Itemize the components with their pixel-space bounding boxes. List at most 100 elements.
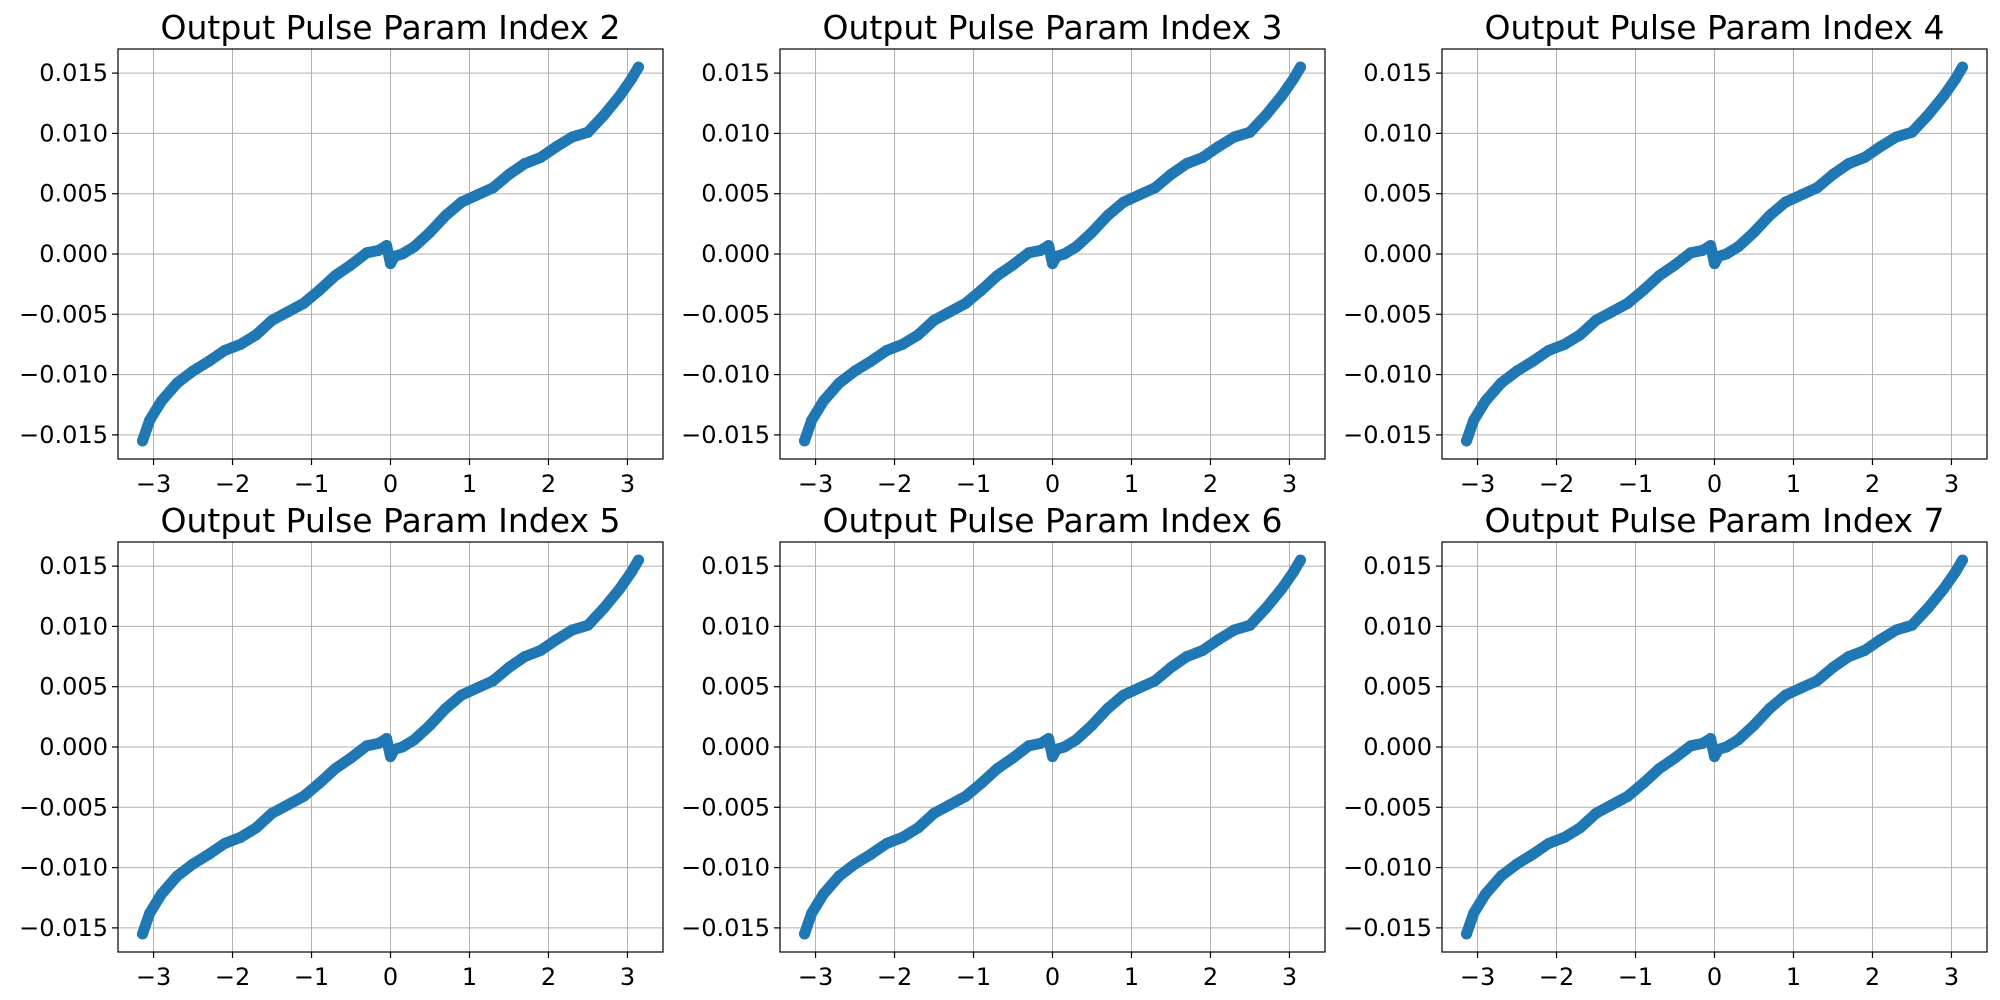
y-tick-label: 0.010 bbox=[701, 119, 770, 147]
data-point bbox=[1922, 109, 1934, 121]
y-tick-label: 0.000 bbox=[701, 240, 770, 268]
data-point bbox=[1859, 645, 1871, 657]
x-tick-label: 1 bbox=[462, 963, 477, 991]
x-tick-label: −1 bbox=[294, 963, 329, 991]
data-point bbox=[1720, 741, 1732, 753]
x-tick-label: 1 bbox=[1124, 963, 1139, 991]
y-tick-label: 0.000 bbox=[701, 733, 770, 761]
data-point bbox=[960, 790, 972, 802]
x-tick-label: 2 bbox=[1865, 470, 1880, 498]
data-point bbox=[1574, 822, 1586, 834]
data-point bbox=[865, 848, 877, 860]
data-point bbox=[944, 799, 956, 811]
y-tick-label: −0.015 bbox=[19, 421, 108, 449]
data-point bbox=[1468, 907, 1480, 919]
data-point bbox=[471, 682, 483, 694]
data-point bbox=[1906, 126, 1918, 138]
data-point bbox=[250, 329, 262, 341]
x-tick-label: −2 bbox=[1539, 963, 1574, 991]
x-tick-label: 0 bbox=[1045, 963, 1060, 991]
data-point bbox=[1118, 196, 1130, 208]
x-tick-label: −3 bbox=[1460, 963, 1495, 991]
y-tick-label: 0.015 bbox=[1363, 552, 1432, 580]
x-tick-label: 2 bbox=[1865, 963, 1880, 991]
subplot-title: Output Pulse Param Index 6 bbox=[823, 501, 1283, 540]
x-tick-label: 3 bbox=[1282, 963, 1297, 991]
x-tick-label: −1 bbox=[956, 963, 991, 991]
y-tick-label: 0.015 bbox=[701, 552, 770, 580]
x-tick-label: 3 bbox=[1282, 470, 1297, 498]
y-tick-label: −0.015 bbox=[1343, 421, 1432, 449]
data-point bbox=[1133, 682, 1145, 694]
x-tick-label: 0 bbox=[1707, 963, 1722, 991]
data-point bbox=[928, 807, 940, 819]
subplot-title: Output Pulse Param Index 3 bbox=[823, 8, 1283, 47]
data-point bbox=[1460, 928, 1472, 940]
data-point bbox=[1938, 583, 1950, 595]
subplot-2: −3 −2 −1 0 1 2 3 −0.015 −0.010 −0.005 0.000 0.005 0.… bbox=[681, 8, 1326, 498]
data-point bbox=[1133, 189, 1145, 201]
data-point bbox=[991, 270, 1003, 282]
data-point bbox=[313, 777, 325, 789]
data-point bbox=[219, 344, 231, 356]
data-point bbox=[1637, 777, 1649, 789]
y-tick-label: 0.010 bbox=[701, 612, 770, 640]
data-point bbox=[1023, 740, 1035, 752]
x-tick-label: 2 bbox=[1203, 963, 1218, 991]
data-point bbox=[975, 284, 987, 296]
data-point bbox=[849, 858, 861, 870]
data-point bbox=[1720, 248, 1732, 260]
data-point bbox=[503, 168, 515, 180]
data-point bbox=[1606, 306, 1618, 318]
y-tick-label: 0.005 bbox=[701, 180, 770, 208]
y-tick-label: 0.010 bbox=[1363, 612, 1432, 640]
x-tick-label: −3 bbox=[1460, 470, 1495, 498]
data-point bbox=[203, 848, 215, 860]
data-point bbox=[944, 306, 956, 318]
data-point bbox=[582, 126, 594, 138]
data-point bbox=[1070, 734, 1082, 746]
data-point bbox=[1732, 734, 1744, 746]
data-point bbox=[896, 831, 908, 843]
data-point bbox=[1780, 689, 1792, 701]
data-point bbox=[1276, 90, 1288, 102]
data-point bbox=[1260, 602, 1272, 614]
data-point bbox=[424, 719, 436, 731]
data-point bbox=[817, 888, 829, 900]
y-tick-label: 0.005 bbox=[39, 673, 108, 701]
x-tick-label: 0 bbox=[1707, 470, 1722, 498]
data-point bbox=[1181, 651, 1193, 663]
y-tick-label: −0.010 bbox=[681, 361, 770, 389]
data-point bbox=[625, 566, 637, 578]
y-tick-label: 0.005 bbox=[701, 673, 770, 701]
data-point bbox=[1295, 554, 1307, 566]
data-point bbox=[1495, 870, 1507, 882]
data-point bbox=[1149, 675, 1161, 687]
data-point bbox=[798, 928, 810, 940]
data-point bbox=[187, 365, 199, 377]
data-point bbox=[1590, 807, 1602, 819]
x-tick-label: −3 bbox=[798, 470, 833, 498]
data-point bbox=[187, 858, 199, 870]
data-point bbox=[1748, 719, 1760, 731]
data-point bbox=[896, 338, 908, 350]
subplot-title: Output Pulse Param Index 7 bbox=[1485, 501, 1945, 540]
data-point bbox=[381, 240, 393, 252]
data-point bbox=[535, 152, 547, 164]
data-point bbox=[519, 651, 531, 663]
subplot-5: −3 −2 −1 0 1 2 3 −0.015 −0.010 −0.005 0.000 0.005 0.… bbox=[681, 501, 1326, 991]
data-point bbox=[408, 241, 420, 253]
y-tick-label: −0.010 bbox=[19, 361, 108, 389]
data-point bbox=[1558, 831, 1570, 843]
data-point bbox=[1669, 752, 1681, 764]
data-point bbox=[1890, 624, 1902, 636]
data-point bbox=[881, 344, 893, 356]
data-point bbox=[566, 131, 578, 143]
x-tick-label: 1 bbox=[462, 470, 477, 498]
data-point bbox=[1606, 799, 1618, 811]
subplot-4: −3 −2 −1 0 1 2 3 −0.015 −0.010 −0.005 0.000 0.005 0.… bbox=[19, 501, 664, 991]
data-point bbox=[298, 790, 310, 802]
data-point bbox=[1058, 248, 1070, 260]
